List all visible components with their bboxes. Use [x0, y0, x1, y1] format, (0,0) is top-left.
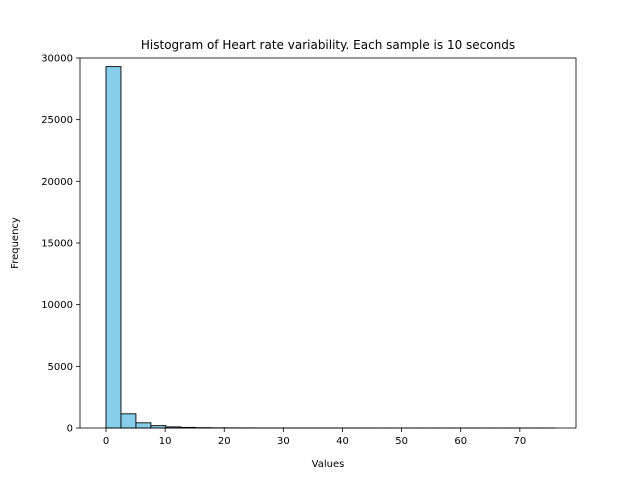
- chart-title: Histogram of Heart rate variability. Eac…: [141, 38, 515, 52]
- y-axis-ticks: 0 5000 10000 15000 20000 25000 30000: [41, 54, 80, 435]
- x-tick-label: 0: [103, 436, 109, 447]
- histogram-bar: [120, 413, 137, 429]
- x-tick-label: 10: [159, 436, 172, 447]
- y-axis-label: Frequency: [10, 217, 21, 269]
- y-tick-label: 30000: [41, 54, 73, 65]
- y-tick-label: 10000: [41, 300, 73, 311]
- x-axis-ticks: 0 10 20 30 40 50 60 70: [103, 428, 526, 447]
- x-tick-label: 20: [218, 436, 231, 447]
- x-axis-label: Values: [312, 459, 345, 470]
- x-tick-label: 60: [454, 436, 467, 447]
- x-tick-label: 70: [513, 436, 526, 447]
- x-tick-label: 50: [395, 436, 408, 447]
- y-tick-label: 15000: [41, 239, 73, 250]
- histogram-bar: [105, 66, 122, 429]
- x-tick-label: 40: [336, 436, 349, 447]
- y-tick-label: 5000: [48, 362, 73, 373]
- y-tick-label: 20000: [41, 177, 73, 188]
- plot-background: [80, 58, 576, 428]
- histogram-bar: [135, 422, 152, 429]
- y-tick-label: 0: [67, 424, 73, 435]
- x-tick-label: 30: [277, 436, 290, 447]
- y-tick-label: 25000: [41, 115, 73, 126]
